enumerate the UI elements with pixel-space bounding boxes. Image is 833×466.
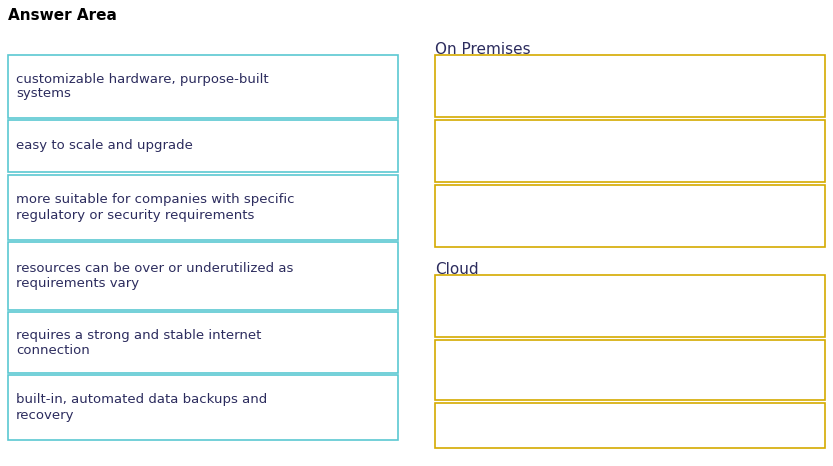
Text: On Premises: On Premises [435,42,531,57]
Text: built-in, automated data backups and
recovery: built-in, automated data backups and rec… [16,393,267,422]
Bar [435,403,825,448]
Bar [8,375,398,440]
Text: easy to scale and upgrade: easy to scale and upgrade [16,139,193,152]
Text: Answer Area: Answer Area [8,8,117,23]
Bar [435,120,825,182]
Bar [435,275,825,337]
Bar [8,242,398,310]
Text: customizable hardware, purpose-built
systems: customizable hardware, purpose-built sys… [16,73,268,101]
Bar [8,312,398,373]
Bar [8,175,398,240]
Bar [435,340,825,400]
Bar [8,55,398,118]
Bar [435,185,825,247]
Text: requires a strong and stable internet
connection: requires a strong and stable internet co… [16,329,262,356]
Text: resources can be over or underutilized as
requirements vary: resources can be over or underutilized a… [16,262,293,290]
Text: Cloud: Cloud [435,262,479,277]
Bar [435,55,825,117]
Text: more suitable for companies with specific
regulatory or security requirements: more suitable for companies with specifi… [16,193,295,221]
Bar [8,120,398,172]
